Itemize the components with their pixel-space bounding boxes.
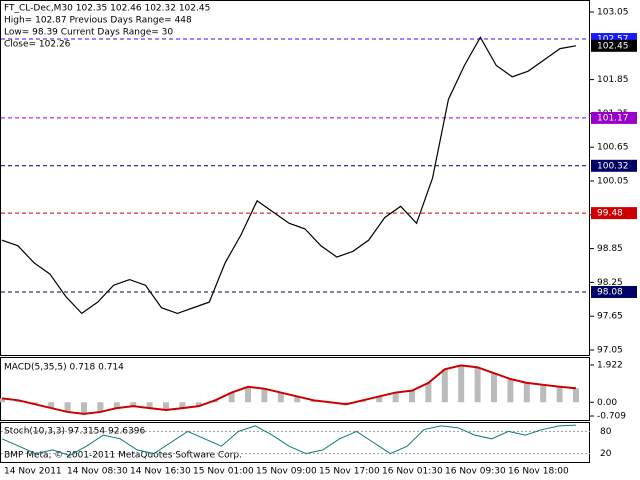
time-label: 16 Nov 09:30 xyxy=(445,467,506,477)
price-tick-label: 100.65 xyxy=(597,143,629,153)
macd-bar xyxy=(474,367,481,403)
level-box xyxy=(591,207,637,220)
time-label: 15 Nov 01:00 xyxy=(193,467,254,477)
macd-tick-label: 0.00 xyxy=(597,398,617,408)
level-label: 100.32 xyxy=(597,161,629,171)
current-price: 102.45 xyxy=(597,41,629,51)
time-label: 16 Nov 18:00 xyxy=(508,467,569,477)
macd-bar xyxy=(130,402,137,407)
level-box xyxy=(591,111,637,124)
time-label: 15 Nov 09:00 xyxy=(256,467,317,477)
macd-bar xyxy=(228,392,235,403)
macd-bar xyxy=(491,373,497,403)
stoch-frame xyxy=(0,422,590,463)
level-box xyxy=(591,159,637,172)
macd-bar xyxy=(179,402,186,409)
macd-bar xyxy=(277,392,284,403)
time-label: 16 Nov 01:30 xyxy=(382,467,443,477)
price-tick-label: 98.25 xyxy=(597,278,623,288)
level-label: 101.17 xyxy=(597,113,629,123)
macd-bar xyxy=(48,402,55,409)
macd-bar xyxy=(425,382,432,403)
price-tick-label: 97.05 xyxy=(597,346,623,356)
price-box xyxy=(591,39,637,52)
macd-bar xyxy=(97,402,104,412)
time-label: 14 Nov 08:30 xyxy=(67,467,128,477)
price-tick-label: 101.85 xyxy=(597,75,629,85)
time-label: 14 Nov 2011 xyxy=(4,467,62,477)
price-tick-label: 103.05 xyxy=(597,8,629,18)
macd-bar xyxy=(392,392,399,403)
macd-bar xyxy=(458,365,465,403)
close-line xyxy=(1,36,577,315)
macd-bar xyxy=(294,396,301,403)
price-tick-label: 98.85 xyxy=(597,244,623,254)
macd-bar xyxy=(195,402,202,407)
stoch-tick-label: 20 xyxy=(600,449,612,459)
macd-bar xyxy=(556,386,563,403)
level-label: 102.57 xyxy=(597,35,629,45)
macd-tick-label: 1.922 xyxy=(597,361,623,371)
macd-signal xyxy=(1,364,577,415)
level-box xyxy=(591,285,637,298)
level-label: 99.48 xyxy=(597,209,623,219)
macd-bar xyxy=(245,386,251,403)
macd-bar xyxy=(0,398,5,403)
macd-bar xyxy=(261,388,268,403)
time-label: 14 Nov 16:30 xyxy=(130,467,191,477)
macd-bar xyxy=(540,384,547,403)
footer: BMP Meta, © 2001-2011 MetaQuotes Softwar… xyxy=(4,451,242,461)
macd-bar xyxy=(376,396,383,403)
macd-bar xyxy=(146,402,153,409)
macd-bar xyxy=(113,402,120,409)
macd-bar xyxy=(409,390,415,403)
main-frame xyxy=(0,0,590,356)
price-tick-label: 100.05 xyxy=(597,177,629,187)
macd-tick-label: -0.709 xyxy=(597,412,626,422)
stoch-line xyxy=(1,424,577,456)
macd-bar xyxy=(81,402,87,414)
price-tick-label: 97.65 xyxy=(597,312,623,322)
macd-bar xyxy=(64,402,71,412)
macd-bar xyxy=(573,388,579,403)
header-line: Low= 98.39 Current Days Range= 30 xyxy=(4,28,173,38)
macd-frame xyxy=(0,357,590,421)
header-line: Close= 102.26 xyxy=(4,40,71,50)
macd-bar xyxy=(163,402,169,411)
macd-bar xyxy=(523,382,530,403)
macd-bar xyxy=(441,369,448,403)
stoch-tick-label: 80 xyxy=(600,427,612,437)
macd-label: MACD(5,35,5) 0.718 0.714 xyxy=(4,363,124,373)
time-label: 15 Nov 17:00 xyxy=(319,467,380,477)
level-label: 98.08 xyxy=(597,287,623,297)
macd-bar xyxy=(507,378,514,403)
header-line: High= 102.87 Previous Days Range= 448 xyxy=(4,16,192,26)
header-line: FT_CL-Dec,M30 102.35 102.46 102.32 102.4… xyxy=(4,4,210,14)
